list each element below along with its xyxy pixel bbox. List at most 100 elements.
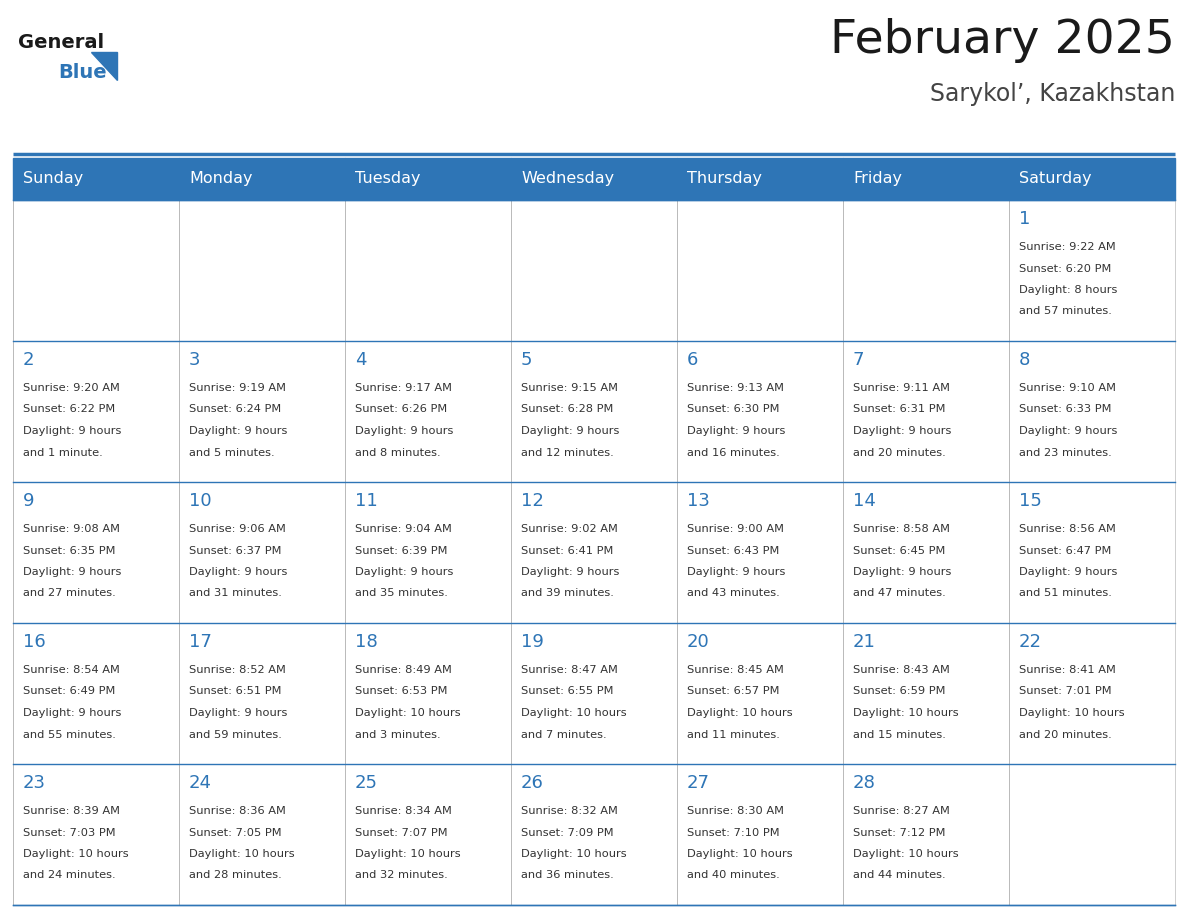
Text: and 15 minutes.: and 15 minutes. [853,730,946,740]
Text: and 11 minutes.: and 11 minutes. [687,730,779,740]
Text: Sunset: 7:03 PM: Sunset: 7:03 PM [23,827,115,837]
Text: Daylight: 9 hours: Daylight: 9 hours [687,426,785,436]
Text: and 16 minutes.: and 16 minutes. [687,447,779,457]
Text: Friday: Friday [853,172,902,186]
Text: Daylight: 9 hours: Daylight: 9 hours [189,567,287,577]
Text: and 32 minutes.: and 32 minutes. [355,870,448,880]
Text: Thursday: Thursday [687,172,762,186]
Text: 5: 5 [522,351,532,369]
Text: Sunrise: 8:54 AM: Sunrise: 8:54 AM [23,665,120,675]
Text: 15: 15 [1019,492,1042,510]
Text: Daylight: 9 hours: Daylight: 9 hours [23,708,121,718]
Text: and 57 minutes.: and 57 minutes. [1019,307,1112,317]
Text: Sunset: 6:26 PM: Sunset: 6:26 PM [355,405,447,415]
Text: Daylight: 9 hours: Daylight: 9 hours [853,426,952,436]
Text: Sunrise: 8:32 AM: Sunrise: 8:32 AM [522,806,618,816]
Text: Sunrise: 9:11 AM: Sunrise: 9:11 AM [853,383,950,393]
Text: 25: 25 [355,774,378,792]
Text: Sunset: 6:24 PM: Sunset: 6:24 PM [189,405,282,415]
Text: Sunset: 6:45 PM: Sunset: 6:45 PM [853,545,946,555]
Text: and 35 minutes.: and 35 minutes. [355,588,448,599]
Text: Daylight: 10 hours: Daylight: 10 hours [355,708,461,718]
Text: Sunset: 6:37 PM: Sunset: 6:37 PM [189,545,282,555]
Text: Sunset: 7:07 PM: Sunset: 7:07 PM [355,827,448,837]
Text: and 20 minutes.: and 20 minutes. [1019,730,1112,740]
Bar [511,158,677,200]
Text: Daylight: 9 hours: Daylight: 9 hours [355,567,454,577]
Text: General: General [18,33,105,52]
Text: Sunset: 6:20 PM: Sunset: 6:20 PM [1019,263,1112,274]
Text: Monday: Monday [189,172,253,186]
Text: Sunrise: 9:04 AM: Sunrise: 9:04 AM [355,524,451,534]
Text: Sunrise: 9:19 AM: Sunrise: 9:19 AM [189,383,286,393]
Text: Daylight: 10 hours: Daylight: 10 hours [23,849,128,859]
Text: 6: 6 [687,351,699,369]
Text: Sunrise: 9:10 AM: Sunrise: 9:10 AM [1019,383,1116,393]
Text: Blue: Blue [58,63,107,82]
Text: Daylight: 10 hours: Daylight: 10 hours [189,849,295,859]
Text: Daylight: 8 hours: Daylight: 8 hours [1019,285,1118,295]
Text: Sunset: 7:05 PM: Sunset: 7:05 PM [189,827,282,837]
Text: and 23 minutes.: and 23 minutes. [1019,447,1112,457]
Text: Wednesday: Wednesday [522,172,614,186]
Text: Daylight: 9 hours: Daylight: 9 hours [189,426,287,436]
Text: Sunset: 7:09 PM: Sunset: 7:09 PM [522,827,614,837]
Text: 2: 2 [23,351,34,369]
Text: 10: 10 [189,492,211,510]
Text: and 55 minutes.: and 55 minutes. [23,730,116,740]
Text: 1: 1 [1019,210,1030,228]
Text: Sunday: Sunday [23,172,83,186]
Text: and 51 minutes.: and 51 minutes. [1019,588,1112,599]
Text: Sarykol’, Kazakhstan: Sarykol’, Kazakhstan [930,82,1175,106]
Text: and 27 minutes.: and 27 minutes. [23,588,115,599]
Bar [843,158,1009,200]
Text: 19: 19 [522,633,544,651]
Text: Daylight: 10 hours: Daylight: 10 hours [522,849,626,859]
Text: February 2025: February 2025 [830,18,1175,63]
Text: Sunset: 7:10 PM: Sunset: 7:10 PM [687,827,779,837]
Text: Daylight: 10 hours: Daylight: 10 hours [853,849,959,859]
Text: 16: 16 [23,633,46,651]
Text: Sunrise: 8:39 AM: Sunrise: 8:39 AM [23,806,120,816]
Text: and 20 minutes.: and 20 minutes. [853,447,946,457]
Text: Daylight: 9 hours: Daylight: 9 hours [522,426,619,436]
Text: Sunrise: 9:02 AM: Sunrise: 9:02 AM [522,524,618,534]
Text: Sunset: 6:28 PM: Sunset: 6:28 PM [522,405,613,415]
Text: 18: 18 [355,633,378,651]
Text: Saturday: Saturday [1019,172,1092,186]
Text: and 31 minutes.: and 31 minutes. [189,588,282,599]
Text: Sunset: 6:35 PM: Sunset: 6:35 PM [23,545,115,555]
Text: Sunrise: 9:13 AM: Sunrise: 9:13 AM [687,383,784,393]
Text: Daylight: 10 hours: Daylight: 10 hours [522,708,626,718]
Text: Sunset: 6:47 PM: Sunset: 6:47 PM [1019,545,1112,555]
Text: Sunset: 6:51 PM: Sunset: 6:51 PM [189,687,282,697]
Text: Daylight: 9 hours: Daylight: 9 hours [189,708,287,718]
Text: Sunset: 6:57 PM: Sunset: 6:57 PM [687,687,779,697]
Text: Sunset: 6:33 PM: Sunset: 6:33 PM [1019,405,1112,415]
Text: Sunrise: 8:43 AM: Sunrise: 8:43 AM [853,665,950,675]
Text: Daylight: 9 hours: Daylight: 9 hours [1019,426,1118,436]
Text: Sunrise: 8:30 AM: Sunrise: 8:30 AM [687,806,784,816]
Text: and 1 minute.: and 1 minute. [23,447,102,457]
Text: 21: 21 [853,633,876,651]
Text: 11: 11 [355,492,378,510]
Text: and 5 minutes.: and 5 minutes. [189,447,274,457]
Text: 8: 8 [1019,351,1030,369]
Text: Sunset: 6:49 PM: Sunset: 6:49 PM [23,687,115,697]
Text: Sunset: 7:12 PM: Sunset: 7:12 PM [853,827,946,837]
Text: Daylight: 9 hours: Daylight: 9 hours [1019,567,1118,577]
Text: Sunset: 6:39 PM: Sunset: 6:39 PM [355,545,448,555]
Text: 24: 24 [189,774,211,792]
Text: Daylight: 9 hours: Daylight: 9 hours [522,567,619,577]
Text: Daylight: 10 hours: Daylight: 10 hours [1019,708,1125,718]
Text: 13: 13 [687,492,710,510]
Text: 14: 14 [853,492,876,510]
Text: Daylight: 10 hours: Daylight: 10 hours [355,849,461,859]
Bar [345,158,511,200]
Text: and 39 minutes.: and 39 minutes. [522,588,614,599]
Text: Daylight: 9 hours: Daylight: 9 hours [23,426,121,436]
Text: 7: 7 [853,351,865,369]
Text: Daylight: 9 hours: Daylight: 9 hours [23,567,121,577]
Text: 12: 12 [522,492,544,510]
Text: and 59 minutes.: and 59 minutes. [189,730,282,740]
